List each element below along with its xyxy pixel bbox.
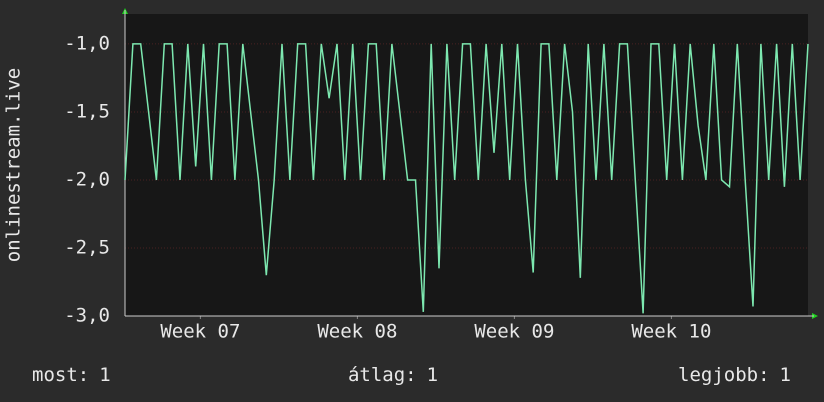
stat-label: legjobb: — [678, 364, 770, 386]
x-tick-label: Week 09 — [474, 321, 554, 343]
y-tick-label: -1,0 — [64, 32, 110, 54]
x-tick-label: Week 07 — [160, 321, 240, 343]
stat-label: átlag: — [348, 364, 417, 386]
stat: átlag: 1 — [348, 364, 438, 386]
plot-area — [125, 14, 808, 316]
stat-value: 1 — [780, 364, 791, 386]
y-axis-label: onlinestream.live — [3, 68, 25, 262]
series-line — [124, 43, 809, 314]
stat-value: 1 — [427, 364, 438, 386]
stat: most: 1 — [32, 364, 111, 386]
y-tick-label: -3,0 — [64, 305, 110, 327]
x-tick-label: Week 10 — [631, 321, 711, 343]
x-tick-label: Week 08 — [317, 321, 397, 343]
y-tick-label: -1,5 — [64, 100, 110, 122]
stat-label: most: — [32, 364, 89, 386]
stat-value: 1 — [99, 364, 110, 386]
y-tick-label: -2,5 — [64, 236, 110, 258]
stat: legjobb: 1 — [678, 364, 791, 386]
y-tick-label: -2,0 — [64, 168, 110, 190]
